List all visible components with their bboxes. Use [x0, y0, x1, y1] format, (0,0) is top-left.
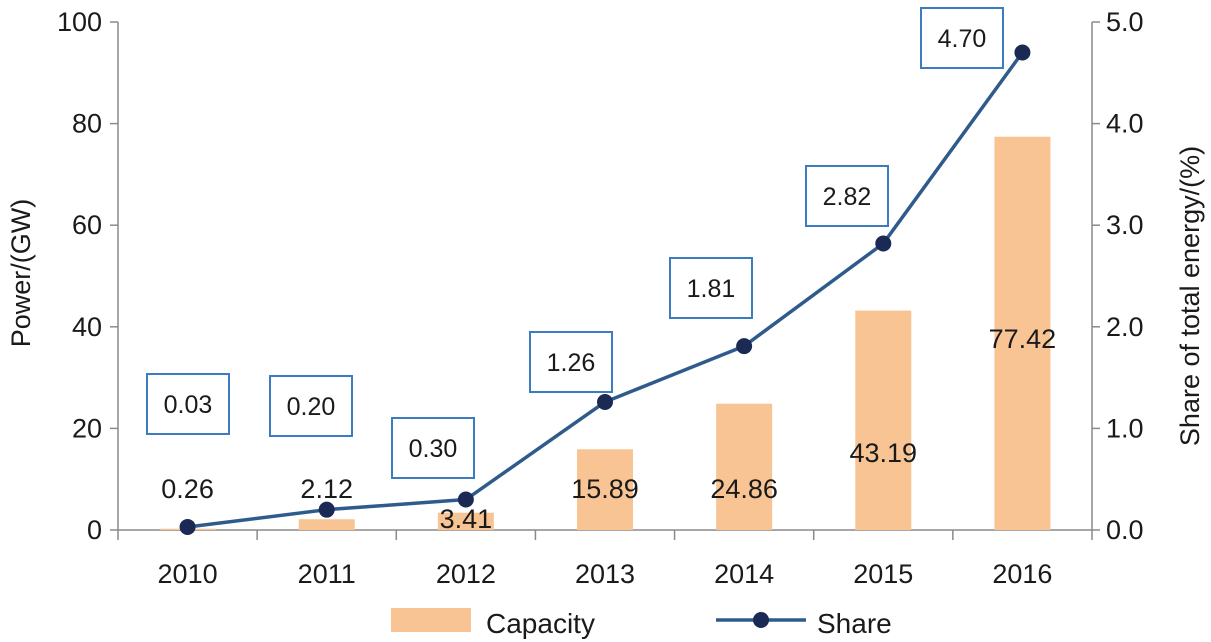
- capacity-value-label: 0.26: [161, 474, 214, 504]
- share-label-box: [269, 375, 353, 437]
- x-tick-label: 2012: [436, 559, 496, 589]
- share-value-label: 2.82: [823, 183, 872, 211]
- share-label-box: [529, 331, 613, 393]
- share-value-label: 1.81: [687, 275, 736, 303]
- share-point: [457, 491, 474, 508]
- capacity-value-label: 43.19: [849, 438, 917, 468]
- y2-tick-label: 2.0: [1106, 312, 1144, 342]
- legend-capacity-swatch: [391, 608, 471, 632]
- y-tick-label: 0: [87, 515, 102, 545]
- y-axis-title: Power/(GW): [6, 199, 36, 348]
- capacity-value-label: 77.42: [989, 324, 1057, 354]
- share-point: [875, 235, 892, 252]
- capacity-bar: [994, 136, 1051, 530]
- y2-tick-label: 1.0: [1106, 413, 1144, 443]
- capacity-value-label: 15.89: [571, 474, 639, 504]
- legend-capacity-label: Capacity: [486, 608, 595, 639]
- x-tick-label: 2014: [714, 559, 774, 589]
- y2-tick-label: 4.0: [1106, 109, 1144, 139]
- y-tick-label: 80: [72, 109, 102, 139]
- share-label-box: [805, 165, 889, 227]
- capacity-bar: [716, 403, 773, 530]
- share-value-label: 0.30: [409, 435, 458, 463]
- y2-tick-label: 5.0: [1106, 7, 1144, 37]
- x-tick-label: 2010: [158, 559, 218, 589]
- axes: 0 20 40 60 80 100 0.0 1.0 2.0 3.0 4.0 5.0 2010 2011 20…: [57, 7, 1144, 589]
- share-point: [318, 501, 335, 518]
- share-value-label: 1.26: [547, 349, 596, 377]
- y2-tick-label: 3.0: [1106, 210, 1144, 240]
- legend-share-label: Share: [817, 608, 892, 639]
- y-tick-label: 20: [72, 413, 102, 443]
- legend-share-marker: [753, 612, 769, 628]
- share-point: [597, 393, 613, 410]
- capacity-bar: [577, 449, 633, 530]
- share-label-box: [391, 417, 475, 479]
- y2-axis-title: Share of total energy/(%): [1175, 146, 1205, 446]
- capacity-value-label: 3.41: [440, 504, 493, 534]
- x-tick-label: 2015: [853, 559, 913, 589]
- y-tick-label: 100: [57, 7, 102, 37]
- share-label-box: [920, 7, 1004, 69]
- share-value-label: 4.70: [938, 25, 987, 53]
- data-labels: 0.26 2.12 3.41 15.89 24.86 43.19 77.42 0.03 0.20…: [146, 7, 1057, 534]
- share-point: [736, 338, 753, 355]
- y-tick-label: 40: [72, 312, 102, 342]
- capacity-value-label: 24.86: [710, 474, 778, 504]
- capacity-bars: [159, 136, 1051, 530]
- y2-tick-label: 0.0: [1106, 515, 1144, 545]
- x-tick-label: 2011: [298, 559, 356, 589]
- x-tick-label: 2016: [992, 559, 1052, 589]
- share-value-label: 0.20: [287, 393, 336, 421]
- share-label-box: [669, 257, 753, 319]
- share-line-series: [179, 44, 1031, 535]
- share-value-label: 0.03: [164, 391, 213, 419]
- capacity-bar: [437, 512, 494, 530]
- capacity-bar: [855, 310, 912, 530]
- share-point: [179, 518, 196, 535]
- x-tick-label: 2013: [575, 559, 635, 589]
- share-point: [1014, 44, 1031, 61]
- capacity-bar: [298, 519, 355, 530]
- y-tick-label: 60: [72, 210, 102, 240]
- capacity-value-label: 2.12: [300, 474, 353, 504]
- share-label-box: [146, 373, 230, 435]
- legend: Capacity Share: [391, 608, 892, 639]
